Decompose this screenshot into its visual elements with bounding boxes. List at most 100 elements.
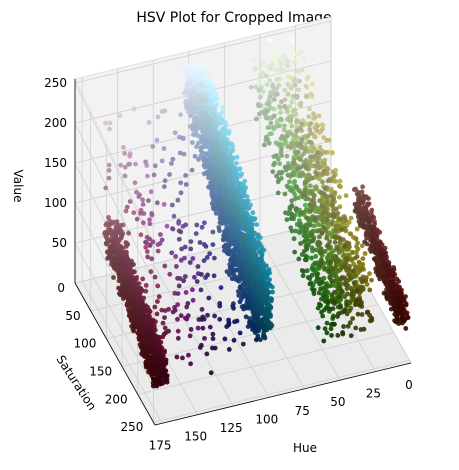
data-point	[304, 236, 310, 242]
data-point	[190, 297, 196, 303]
data-point	[151, 341, 157, 346]
data-point	[367, 287, 373, 293]
data-point	[263, 274, 268, 280]
data-point	[267, 131, 273, 137]
data-point	[350, 250, 356, 256]
data-point	[162, 108, 168, 114]
data-point	[190, 256, 196, 261]
data-point	[254, 284, 260, 290]
data-point	[106, 215, 111, 220]
data-point	[130, 269, 136, 274]
data-point	[217, 155, 223, 161]
data-point	[355, 311, 361, 317]
data-point	[155, 248, 161, 254]
data-point	[308, 91, 314, 97]
data-point	[231, 301, 236, 307]
data-point	[176, 218, 182, 224]
data-point	[122, 151, 127, 156]
data-point	[199, 82, 205, 88]
data-point	[187, 87, 193, 93]
data-point	[184, 81, 190, 87]
data-point	[161, 184, 167, 190]
data-point	[297, 230, 302, 235]
data-point	[221, 164, 227, 170]
data-point	[314, 171, 320, 177]
data-point	[213, 178, 219, 183]
data-point	[230, 211, 235, 216]
data-point	[267, 77, 273, 83]
data-point	[194, 79, 200, 84]
data-point	[245, 198, 251, 204]
data-point	[321, 225, 327, 231]
data-point	[202, 135, 208, 141]
data-point	[150, 239, 156, 245]
data-point	[223, 143, 229, 149]
data-point	[171, 213, 177, 219]
data-point	[316, 290, 322, 296]
data-point	[184, 105, 190, 111]
data-point	[129, 279, 135, 285]
data-point	[199, 307, 205, 312]
data-point	[170, 226, 176, 232]
data-point	[107, 120, 113, 126]
data-point	[198, 287, 204, 293]
data-point	[347, 308, 352, 314]
data-point	[212, 255, 217, 261]
data-point	[241, 220, 247, 225]
data-point	[258, 259, 264, 265]
data-point	[131, 262, 136, 267]
data-point	[262, 263, 267, 268]
data-point	[298, 49, 304, 55]
data-point	[249, 225, 255, 231]
data-point	[222, 192, 228, 198]
data-point	[275, 91, 280, 97]
data-point	[134, 290, 140, 295]
data-point	[177, 134, 182, 140]
data-point	[337, 216, 343, 222]
data-point	[188, 327, 194, 332]
data-point	[189, 167, 195, 173]
data-point	[338, 276, 344, 282]
data-point	[209, 112, 215, 117]
data-point	[110, 242, 116, 248]
data-point	[181, 136, 186, 142]
data-point	[219, 171, 224, 177]
data-point	[263, 289, 268, 295]
data-point	[219, 198, 225, 204]
data-point	[224, 269, 230, 274]
data-point	[296, 187, 301, 193]
data-point	[229, 193, 235, 198]
data-point	[127, 199, 133, 204]
data-point	[223, 243, 228, 248]
data-point	[138, 232, 144, 238]
data-point	[113, 230, 119, 236]
data-point	[217, 301, 223, 306]
data-point	[133, 282, 139, 288]
data-point	[303, 253, 309, 259]
data-point	[302, 193, 307, 199]
data-point	[132, 325, 137, 331]
data-point	[278, 116, 284, 122]
data-point	[281, 68, 286, 73]
data-point	[348, 333, 354, 339]
data-point	[226, 168, 232, 174]
data-point	[238, 197, 243, 203]
data-point	[259, 252, 265, 257]
data-point	[143, 288, 149, 294]
data-point	[103, 120, 108, 126]
data-point	[289, 215, 295, 221]
data-point	[158, 232, 163, 237]
data-point	[217, 316, 223, 322]
data-point	[311, 111, 316, 117]
data-point	[295, 87, 301, 92]
data-point	[333, 206, 339, 212]
data-point	[121, 145, 126, 150]
data-point	[120, 245, 126, 251]
data-point	[282, 97, 288, 102]
data-point	[118, 292, 123, 298]
data-point	[116, 262, 122, 268]
data-point	[330, 306, 336, 311]
data-point	[333, 254, 339, 259]
data-point	[190, 126, 196, 132]
data-point	[140, 197, 146, 203]
